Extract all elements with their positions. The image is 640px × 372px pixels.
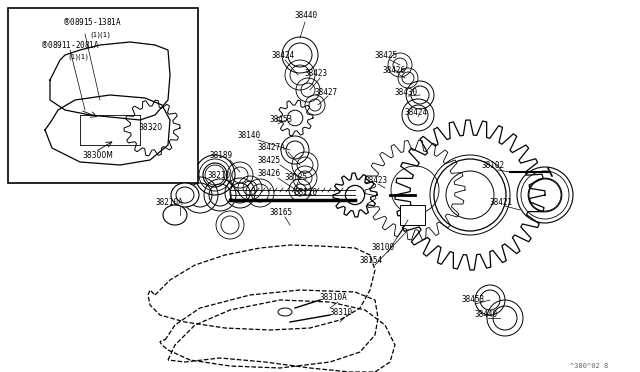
Text: 38424: 38424 bbox=[405, 108, 428, 117]
Text: 38423: 38423 bbox=[305, 69, 328, 78]
Ellipse shape bbox=[278, 308, 292, 316]
Text: 38310: 38310 bbox=[330, 308, 353, 317]
Text: 38425: 38425 bbox=[375, 51, 398, 60]
Text: (1)(1): (1)(1) bbox=[68, 53, 88, 60]
Text: 38300M: 38300M bbox=[82, 151, 113, 160]
Text: 38427: 38427 bbox=[315, 88, 338, 97]
Text: 38102: 38102 bbox=[482, 161, 505, 170]
Text: 38210A: 38210A bbox=[155, 198, 183, 207]
Text: ^380^02 8: ^380^02 8 bbox=[570, 363, 608, 369]
Text: 38453: 38453 bbox=[270, 115, 293, 124]
Ellipse shape bbox=[176, 187, 194, 203]
Ellipse shape bbox=[163, 205, 187, 225]
Text: 38440: 38440 bbox=[295, 11, 318, 20]
Text: 38120: 38120 bbox=[295, 188, 318, 197]
Bar bbox=[400, 205, 425, 225]
Text: 38100: 38100 bbox=[372, 243, 395, 252]
Text: 38421: 38421 bbox=[490, 198, 513, 207]
Text: 38210: 38210 bbox=[208, 171, 231, 180]
Text: 38320: 38320 bbox=[138, 123, 162, 132]
Text: 38427A: 38427A bbox=[258, 143, 285, 152]
Text: $\circledR$08911-2081A: $\circledR$08911-2081A bbox=[40, 39, 100, 50]
Text: 38125: 38125 bbox=[285, 173, 308, 182]
Bar bbox=[8, 8, 198, 183]
Ellipse shape bbox=[171, 183, 199, 207]
Text: 38154: 38154 bbox=[360, 256, 383, 265]
Text: $\circledR$08915-1381A: $\circledR$08915-1381A bbox=[62, 16, 122, 27]
Text: (1)(1): (1)(1) bbox=[90, 31, 110, 38]
Text: 38453: 38453 bbox=[462, 295, 485, 304]
Text: 38425: 38425 bbox=[258, 156, 281, 165]
Text: 38189: 38189 bbox=[210, 151, 233, 160]
Text: 38426: 38426 bbox=[383, 66, 406, 75]
Text: 38423: 38423 bbox=[365, 176, 388, 185]
Text: 38424: 38424 bbox=[272, 51, 295, 60]
Text: 38430: 38430 bbox=[395, 88, 418, 97]
Text: 38140: 38140 bbox=[238, 131, 261, 140]
Text: 38165: 38165 bbox=[270, 208, 293, 217]
Text: 38440: 38440 bbox=[475, 310, 498, 319]
Text: 38426: 38426 bbox=[258, 169, 281, 178]
Text: 38310A: 38310A bbox=[320, 293, 348, 302]
